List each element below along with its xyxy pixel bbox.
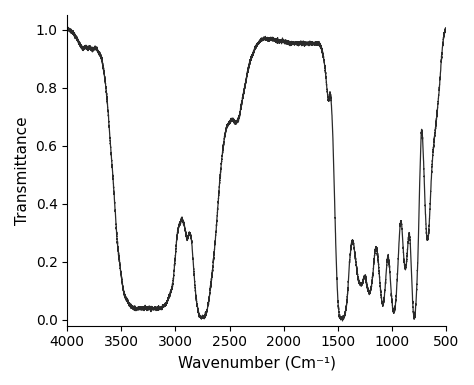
X-axis label: Wavenumber (Cm⁻¹): Wavenumber (Cm⁻¹) — [178, 355, 336, 370]
Y-axis label: Transmittance: Transmittance — [15, 116, 30, 225]
